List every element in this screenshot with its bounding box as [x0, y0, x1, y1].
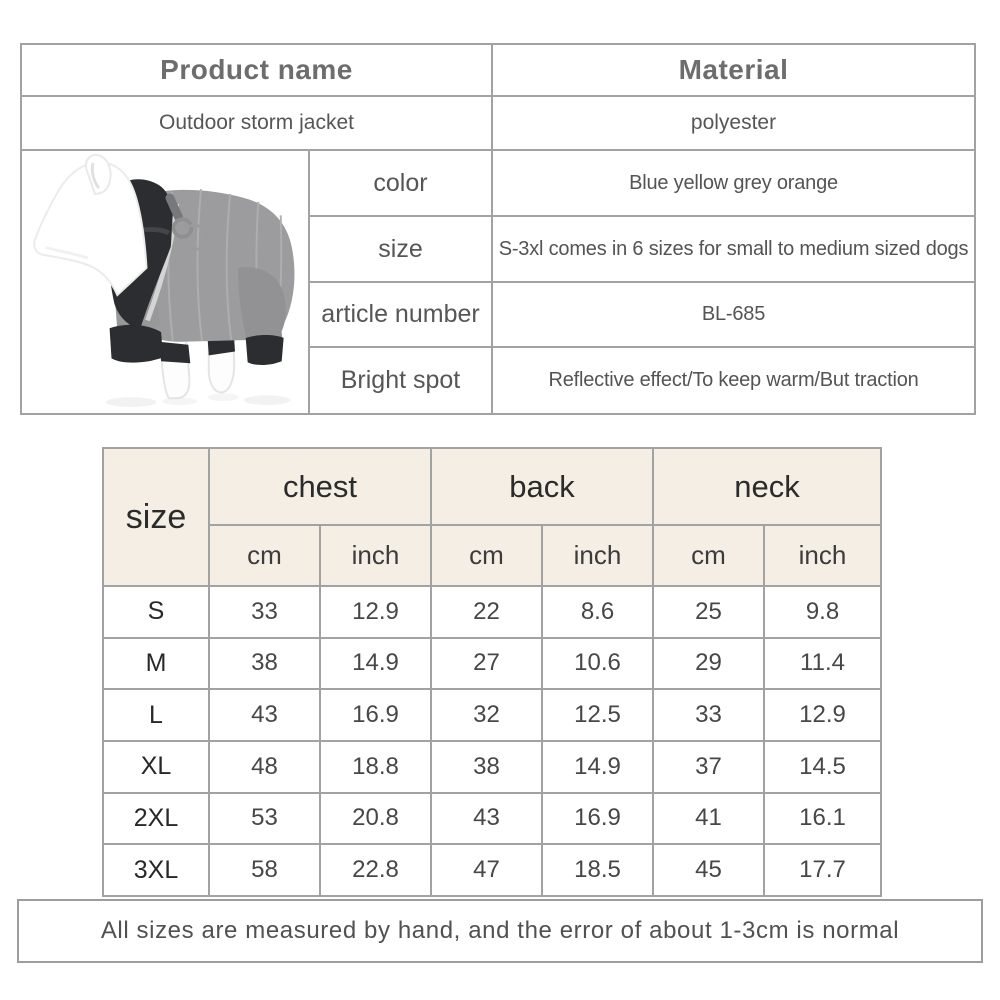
- unit-header-chest-inch: inch: [320, 525, 431, 586]
- spec-label-size: size: [309, 216, 492, 282]
- size-row-label: S: [103, 586, 209, 638]
- measurement-cell: 9.8: [764, 586, 881, 638]
- measurement-note-banner: All sizes are measured by hand, and the …: [17, 899, 983, 963]
- group-header-chest: chest: [209, 448, 431, 525]
- size-row-label: XL: [103, 741, 209, 793]
- measurement-cell: 53: [209, 792, 320, 845]
- dog-jacket-illustration: [33, 153, 295, 407]
- measurement-cell: 45: [653, 844, 764, 896]
- measurement-cell: 48: [209, 741, 320, 793]
- measurement-cell: 33: [653, 689, 764, 741]
- measurement-cell: 29: [653, 637, 764, 690]
- measurement-cell: 27: [431, 637, 542, 690]
- size-row-label: M: [103, 637, 209, 690]
- measurement-cell: 18.8: [320, 741, 431, 793]
- product-spec-table: Product name Material Outdoor storm jack…: [20, 43, 976, 415]
- measurement-cell: 16.9: [542, 792, 653, 845]
- measurement-cell: 12.9: [320, 586, 431, 638]
- measurement-cell: 41: [653, 792, 764, 845]
- size-chart-corner-label: size: [103, 448, 209, 586]
- unit-header-neck-cm: cm: [653, 525, 764, 586]
- size-row-label: 3XL: [103, 844, 209, 896]
- measurement-cell: 32: [431, 689, 542, 741]
- measurement-cell: 38: [209, 637, 320, 690]
- measurement-cell: 20.8: [320, 792, 431, 845]
- measurement-cell: 22.8: [320, 844, 431, 896]
- measurement-cell: 17.7: [764, 844, 881, 896]
- measurement-cell: 43: [431, 792, 542, 845]
- dog-product-image: [21, 150, 309, 414]
- size-row-label: L: [103, 689, 209, 741]
- measurement-cell: 12.9: [764, 689, 881, 741]
- product-name-header: Product name: [21, 44, 492, 96]
- spec-value-bright-spot: Reflective effect/To keep warm/But tract…: [492, 347, 975, 414]
- measurement-cell: 10.6: [542, 637, 653, 690]
- measurement-cell: 25: [653, 586, 764, 638]
- measurement-cell: 14.9: [320, 637, 431, 690]
- measurement-cell: 38: [431, 741, 542, 793]
- unit-header-back-cm: cm: [431, 525, 542, 586]
- product-name-value: Outdoor storm jacket: [21, 96, 492, 150]
- measurement-cell: 8.6: [542, 586, 653, 638]
- measurement-cell: 33: [209, 586, 320, 638]
- material-header: Material: [492, 44, 975, 96]
- measurement-cell: 37: [653, 741, 764, 793]
- unit-header-back-inch: inch: [542, 525, 653, 586]
- spec-label-bright-spot: Bright spot: [309, 347, 492, 414]
- measurement-cell: 16.9: [320, 689, 431, 741]
- spec-value-size: S-3xl comes in 6 sizes for small to medi…: [492, 216, 975, 282]
- measurement-cell: 12.5: [542, 689, 653, 741]
- measurement-cell: 47: [431, 844, 542, 896]
- group-header-neck: neck: [653, 448, 881, 525]
- measurement-cell: 14.5: [764, 741, 881, 793]
- spec-value-article-number: BL-685: [492, 282, 975, 347]
- measurement-cell: 43: [209, 689, 320, 741]
- unit-header-neck-inch: inch: [764, 525, 881, 586]
- measurement-cell: 11.4: [764, 637, 881, 690]
- measurement-cell: 16.1: [764, 792, 881, 845]
- material-value: polyester: [492, 96, 975, 150]
- measurement-cell: 18.5: [542, 844, 653, 896]
- measurement-cell: 22: [431, 586, 542, 638]
- size-chart-table: size chest back neck cm inch cm inch cm …: [102, 447, 882, 897]
- measurement-cell: 58: [209, 844, 320, 896]
- measurement-note-text: All sizes are measured by hand, and the …: [100, 917, 900, 944]
- size-row-label: 2XL: [103, 792, 209, 845]
- unit-header-chest-cm: cm: [209, 525, 320, 586]
- group-header-back: back: [431, 448, 653, 525]
- spec-label-article-number: article number: [309, 282, 492, 347]
- spec-value-color: Blue yellow grey orange: [492, 150, 975, 216]
- spec-label-color: color: [309, 150, 492, 216]
- measurement-cell: 14.9: [542, 741, 653, 793]
